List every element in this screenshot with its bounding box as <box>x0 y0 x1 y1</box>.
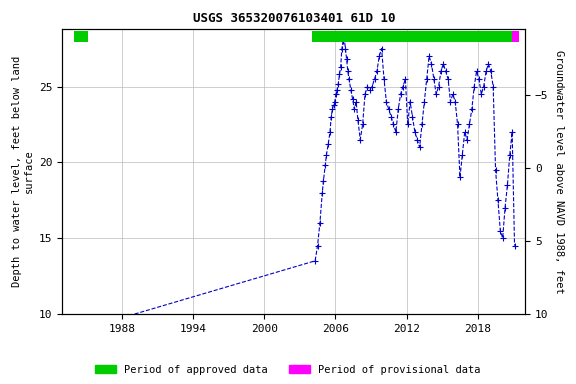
Bar <box>512 31 520 42</box>
Legend: Period of approved data, Period of provisional data: Period of approved data, Period of provi… <box>91 361 485 379</box>
Title: USGS 365320076103401 61D 10: USGS 365320076103401 61D 10 <box>192 12 395 25</box>
Bar <box>312 31 512 42</box>
Y-axis label: Depth to water level, feet below land
surface: Depth to water level, feet below land su… <box>12 56 33 287</box>
Bar <box>74 31 89 42</box>
Y-axis label: Groundwater level above NAVD 1988, feet: Groundwater level above NAVD 1988, feet <box>554 50 564 293</box>
